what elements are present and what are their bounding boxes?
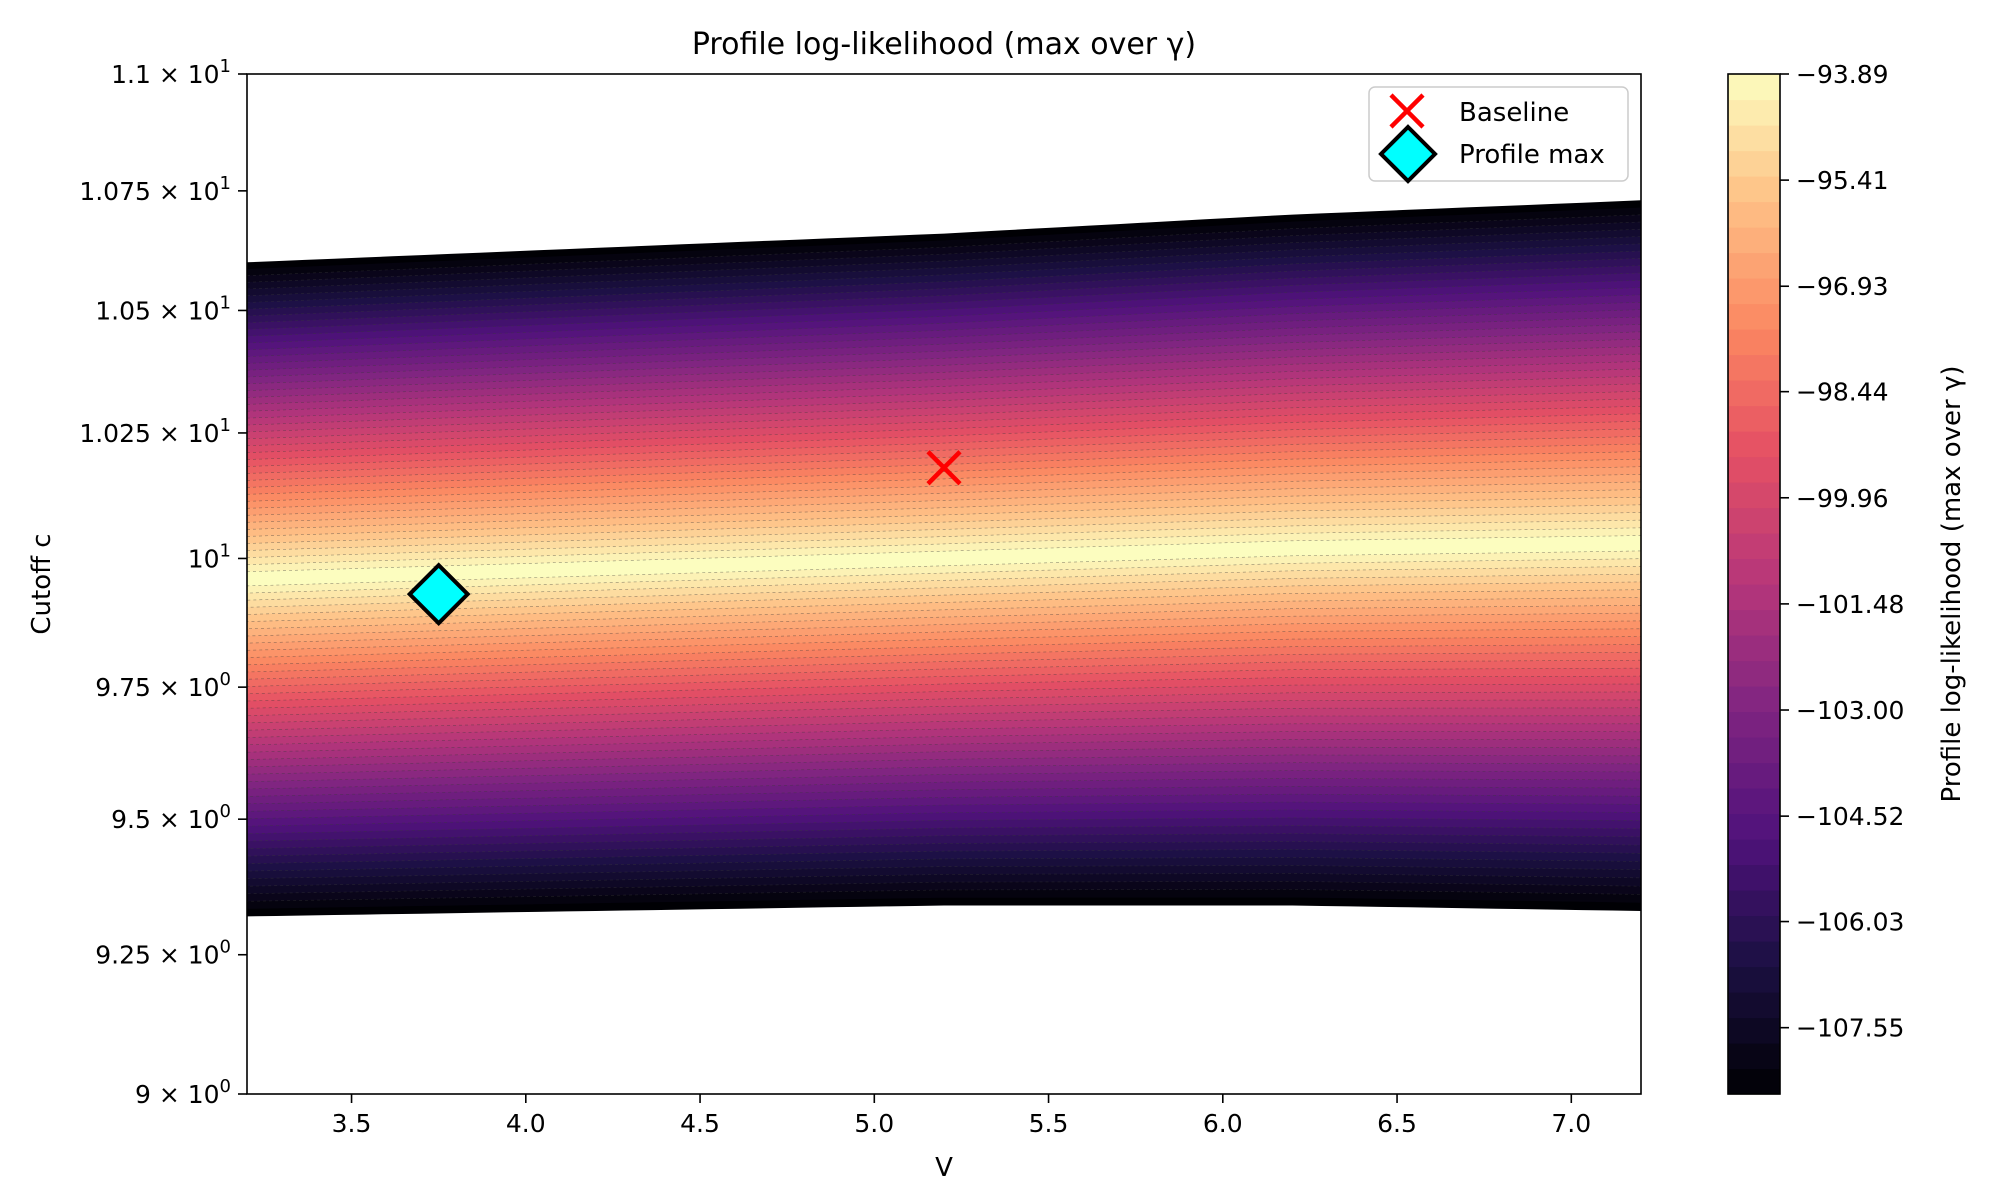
x-tick-label: 7.0 xyxy=(1551,1109,1591,1138)
colorbar-band xyxy=(1728,788,1780,815)
colorbar-band xyxy=(1728,227,1780,254)
y-tick-label: 101 xyxy=(188,540,231,573)
colorbar-band xyxy=(1728,201,1780,228)
x-tick-label: 4.0 xyxy=(506,1109,546,1138)
plot-area: 3.5 4.0 4.5 5.0 5.5 6.0 6.5 7.0 9 × 100 9.25 × 1… xyxy=(79,56,1642,1138)
colorbar-band xyxy=(1728,992,1780,1019)
colorbar-band xyxy=(1728,660,1780,687)
x-tick-label: 3.5 xyxy=(332,1109,372,1138)
colorbar-band xyxy=(1728,941,1780,968)
legend-profile-max-diamond-icon xyxy=(1378,124,1438,184)
colorbar-band xyxy=(1728,176,1780,203)
colorbar-band xyxy=(1728,915,1780,942)
colorbar-band xyxy=(1728,150,1780,177)
colorbar-band xyxy=(1728,864,1780,891)
colorbar-band xyxy=(1728,99,1780,126)
colorbar-band xyxy=(1728,482,1780,509)
y-tick-label: 1.075 × 101 xyxy=(79,173,231,206)
colorbar-tick-label: −107.55 xyxy=(1796,1014,1904,1043)
profile-max-marker xyxy=(406,562,471,626)
colorbar: −93.89 −95.41 −96.93 −98.44 −99.96 −101.48 −10… xyxy=(1727,60,1967,1095)
y-tick-label: 1.05 × 101 xyxy=(95,292,231,325)
colorbar-tick-label: −93.89 xyxy=(1796,60,1889,89)
x-tick-label: 5.0 xyxy=(854,1109,894,1138)
colorbar-band xyxy=(1728,890,1780,917)
colorbar-tick-label: −99.96 xyxy=(1796,484,1889,513)
x-axis-label: V xyxy=(935,1153,953,1183)
colorbar-band xyxy=(1728,1068,1780,1095)
colorbar-band xyxy=(1728,1043,1780,1070)
colorbar-ticks: −93.89 −95.41 −96.93 −98.44 −99.96 −101.48 −10… xyxy=(1780,60,1904,1043)
colorbar-band xyxy=(1728,125,1780,152)
colorbar-band xyxy=(1728,762,1780,789)
contour-surface xyxy=(247,200,1641,917)
colorbar-band xyxy=(1728,813,1780,840)
y-tick-label: 9.5 × 100 xyxy=(111,801,231,834)
x-axis: 3.5 4.0 4.5 5.0 5.5 6.0 6.5 7.0 xyxy=(332,1094,1591,1138)
colorbar-tick-label: −101.48 xyxy=(1796,590,1904,619)
colorbar-tick-label: −106.03 xyxy=(1796,908,1904,937)
colorbar-band xyxy=(1728,252,1780,279)
colorbar-band xyxy=(1728,584,1780,611)
colorbar-band xyxy=(1728,303,1780,330)
x-tick-label: 6.5 xyxy=(1377,1109,1417,1138)
legend: Baseline Profile max xyxy=(1368,86,1629,184)
colorbar-tick-label: −96.93 xyxy=(1796,272,1889,301)
x-tick-label: 5.5 xyxy=(1029,1109,1069,1138)
plot-frame xyxy=(246,73,1642,1095)
colorbar-band xyxy=(1728,329,1780,356)
contour-band xyxy=(247,535,1641,587)
y-tick-label: 9 × 100 xyxy=(135,1076,231,1109)
y-tick-label: 1.025 × 101 xyxy=(79,415,231,448)
colorbar-label: Profile log-likelihood (max over γ) xyxy=(1937,365,1967,802)
colorbar-gradient xyxy=(1728,74,1780,1095)
colorbar-band xyxy=(1728,711,1780,738)
colorbar-band xyxy=(1728,609,1780,636)
colorbar-band xyxy=(1728,635,1780,662)
colorbar-band xyxy=(1728,74,1780,101)
colorbar-band xyxy=(1728,533,1780,560)
point-markers xyxy=(406,450,962,626)
colorbar-tick-label: −104.52 xyxy=(1796,802,1904,831)
colorbar-band xyxy=(1728,1017,1780,1044)
chart-title: Profile log-likelihood (max over γ) xyxy=(692,27,1196,62)
y-axis-label: Cutoff c xyxy=(27,533,57,634)
legend-baseline-x-icon xyxy=(1389,93,1425,129)
colorbar-band xyxy=(1728,558,1780,585)
colorbar-band xyxy=(1728,405,1780,432)
colorbar-tick-label: −98.44 xyxy=(1796,378,1889,407)
x-tick-label: 6.0 xyxy=(1203,1109,1243,1138)
legend-label-baseline: Baseline xyxy=(1459,98,1569,128)
colorbar-band xyxy=(1728,966,1780,993)
y-tick-label: 1.1 × 101 xyxy=(111,56,231,89)
colorbar-band xyxy=(1728,686,1780,713)
baseline-marker xyxy=(926,450,962,486)
colorbar-band xyxy=(1728,737,1780,764)
colorbar-band xyxy=(1728,380,1780,407)
colorbar-band xyxy=(1728,354,1780,381)
colorbar-tick-label: −95.41 xyxy=(1796,166,1889,195)
colorbar-band xyxy=(1728,507,1780,534)
colorbar-band xyxy=(1728,431,1780,458)
x-tick-label: 4.5 xyxy=(680,1109,720,1138)
y-tick-label: 9.25 × 100 xyxy=(95,937,231,970)
colorbar-band xyxy=(1728,278,1780,305)
legend-label-profile-max: Profile max xyxy=(1459,140,1605,170)
y-axis: 9 × 100 9.25 × 100 9.5 × 100 9.75 × 100 101 1… xyxy=(79,56,247,1109)
y-tick-label: 9.75 × 100 xyxy=(95,669,231,702)
colorbar-band xyxy=(1728,456,1780,483)
colorbar-frame xyxy=(1727,73,1781,1095)
colorbar-tick-label: −103.00 xyxy=(1796,696,1904,725)
colorbar-band xyxy=(1728,839,1780,866)
